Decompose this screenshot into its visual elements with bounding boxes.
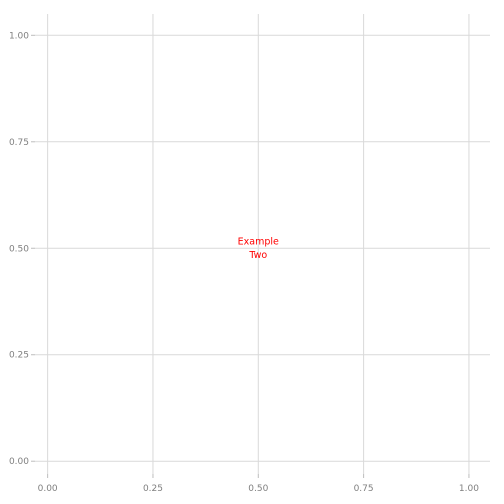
x-tick-label: 0.00 xyxy=(38,484,58,494)
y-tick-label: 1.00 xyxy=(9,31,29,41)
annotation-text-line: Two xyxy=(248,250,267,261)
y-tick-label: 0.00 xyxy=(9,457,29,467)
x-tick-label: 1.00 xyxy=(459,484,479,494)
x-grid-lines xyxy=(47,14,470,474)
y-tick-label: 0.75 xyxy=(9,138,29,148)
y-axis-ticks: 0.00 0.25 0.50 0.75 1.00 xyxy=(9,31,35,467)
x-tick-label: 0.50 xyxy=(248,484,268,494)
y-grid-lines xyxy=(35,34,490,462)
x-tick-label: 0.75 xyxy=(354,484,374,494)
annotations: Example Two xyxy=(238,237,279,261)
annotation-text-line: Example xyxy=(238,237,279,248)
x-tick-label: 0.25 xyxy=(143,484,163,494)
x-axis-ticks: 0.00 0.25 0.50 0.75 1.00 xyxy=(38,474,479,494)
y-tick-label: 0.50 xyxy=(9,244,29,254)
y-tick-label: 0.25 xyxy=(9,351,29,361)
